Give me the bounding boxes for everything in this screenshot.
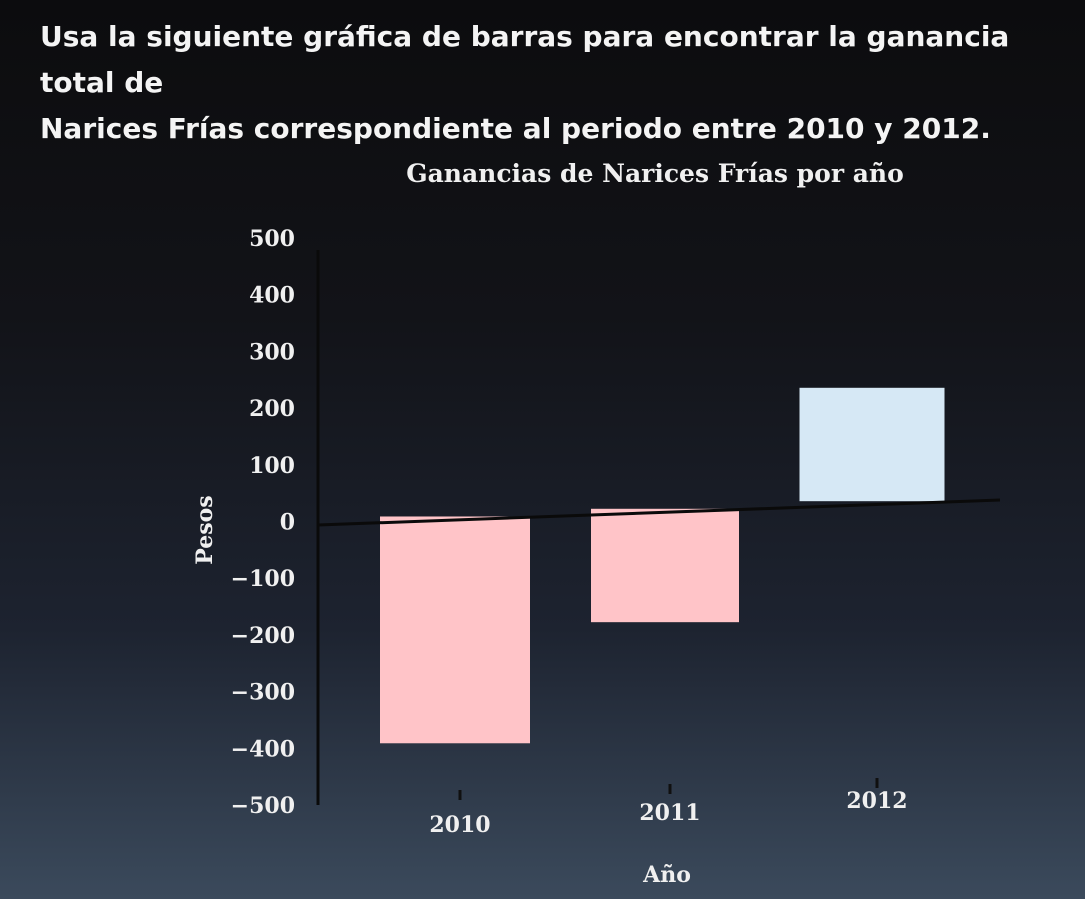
- y-tick-label: 200: [249, 396, 295, 422]
- x-tick-label: 2012: [846, 788, 907, 814]
- y-tick-label: −300: [231, 680, 295, 706]
- y-tick-label: −200: [231, 623, 295, 649]
- zero-baseline: [317, 498, 1001, 527]
- x-tick-label: 2011: [639, 800, 700, 826]
- y-tick-label: 0: [280, 510, 295, 536]
- y-tick-label: 400: [249, 283, 295, 309]
- question-line-1: Usa la siguiente gráfica de barras para …: [40, 20, 1010, 99]
- question-line-2: Narices Frías correspondiente al periodo…: [40, 112, 991, 145]
- x-axis-label: Año: [642, 862, 691, 888]
- x-tick-label: 2010: [429, 812, 490, 838]
- y-tick-label: 500: [249, 226, 295, 252]
- bar-2011: [591, 508, 739, 623]
- y-tick-label: −400: [231, 736, 295, 762]
- y-axis-label: Pesos: [192, 495, 218, 564]
- y-tick-label: 300: [249, 339, 295, 365]
- y-tick-label: −100: [231, 566, 295, 592]
- bar-2010: [380, 516, 530, 744]
- question-text: Usa la siguiente gráfica de barras para …: [40, 14, 1070, 152]
- y-tick-label: 100: [249, 453, 295, 479]
- chart-title: Ganancias de Narices Frías por año: [406, 159, 904, 188]
- y-tick-label: −500: [231, 793, 295, 819]
- bar-2012: [799, 387, 945, 502]
